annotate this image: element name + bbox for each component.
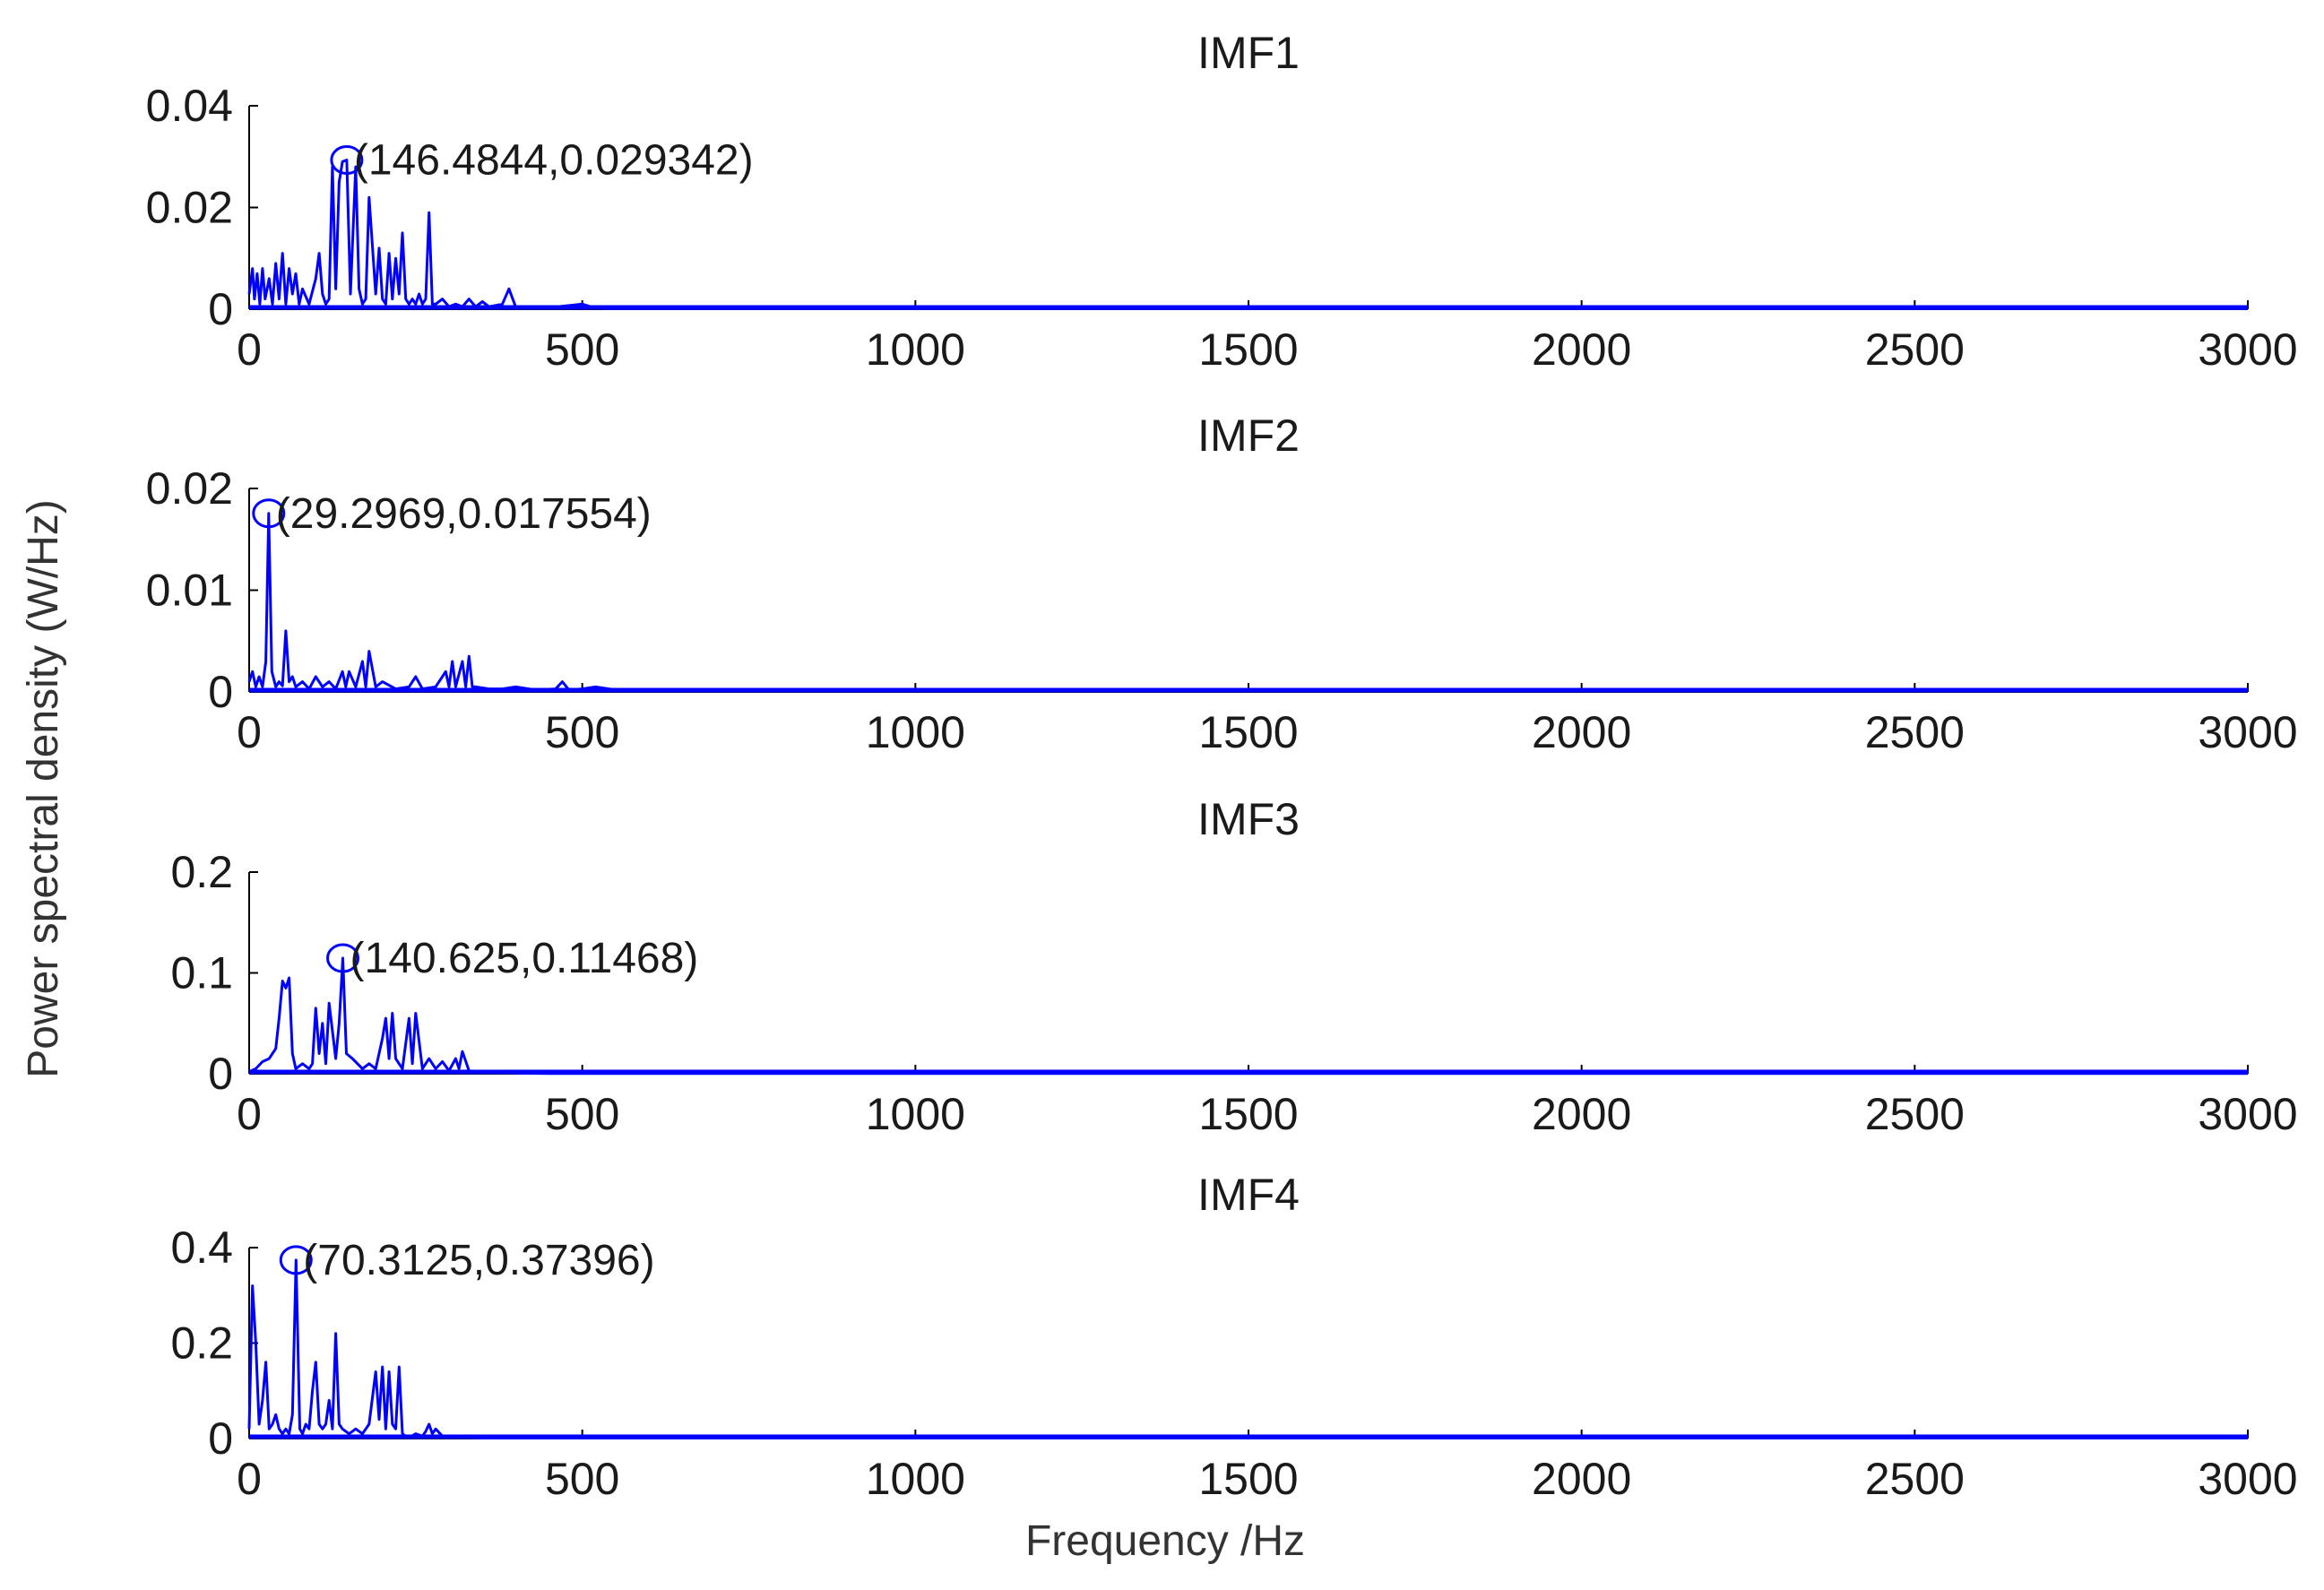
y-tick-label: 0.2: [170, 847, 233, 897]
peak-marker: [279, 1245, 313, 1275]
peak-marker: [252, 498, 286, 529]
x-tick-label: 500: [545, 1089, 619, 1139]
x-tick-label: 2000: [1532, 324, 1631, 375]
peak-marker: [326, 943, 360, 973]
y-tick-label: 0.04: [146, 81, 233, 131]
x-tick-label: 3000: [2198, 1089, 2297, 1139]
y-tick-label: 0.4: [170, 1223, 233, 1273]
x-tick-label: 2000: [1532, 1454, 1631, 1504]
x-tick-label: 1500: [1198, 324, 1298, 375]
y-tick-label: 0.02: [146, 183, 233, 233]
x-tick-label: 1000: [866, 707, 965, 757]
y-tick-label: 0.02: [146, 463, 233, 514]
x-tick-label: 500: [545, 707, 619, 757]
x-tick-label: 1500: [1198, 1089, 1298, 1139]
x-tick-label: 500: [545, 1454, 619, 1504]
x-tick-label: 2000: [1532, 1089, 1631, 1139]
x-tick-label: 2500: [1865, 707, 1965, 757]
x-tick-label: 2000: [1532, 707, 1631, 757]
x-tick-label: 2500: [1865, 1089, 1965, 1139]
y-tick-label: 0.2: [170, 1318, 233, 1369]
x-tick-label: 3000: [2198, 707, 2297, 757]
y-tick-label: 0: [208, 1049, 233, 1099]
y-tick-label: 0: [208, 667, 233, 717]
x-tick-label: 2500: [1865, 324, 1965, 375]
panel-imf4: IMF4 0 500 1000 1500 2000 2500 3000 0 0.2 0.4 (70.3…: [170, 1170, 2297, 1504]
series-line: [247, 512, 2248, 693]
x-tick-label: 3000: [2198, 324, 2297, 375]
peak-annotation: (146.4844,0.029342): [354, 136, 754, 184]
x-tick-label: 0: [237, 1454, 262, 1504]
panel-title: IMF4: [1197, 1170, 1300, 1220]
x-tick-label: 500: [545, 324, 619, 375]
x-tick-label: 3000: [2198, 1454, 2297, 1504]
peak-marker: [330, 144, 364, 175]
panel-title: IMF1: [1197, 28, 1300, 78]
panel-imf1: IMF1 0 500 1000 1500 2000 2500 3000 0 0.02 0.04 (14…: [146, 28, 2298, 375]
x-tick-label: 0: [237, 324, 262, 375]
x-tick-label: 1500: [1198, 707, 1298, 757]
y-tick-label: 0.1: [170, 948, 233, 998]
peak-annotation: (140.625,0.11468): [350, 935, 699, 982]
peak-annotation: (29.2969,0.017554): [276, 490, 652, 538]
x-tick-label: 2500: [1865, 1454, 1965, 1504]
x-tick-label: 0: [237, 1089, 262, 1139]
x-tick-label: 1000: [866, 1454, 965, 1504]
panel-imf2: IMF2 0 500 1000 1500 2000 2500 3000 0 0.01 0.02 (29…: [146, 410, 2298, 757]
panel-imf3: IMF3 0 500 1000 1500 2000 2500 3000 0 0.1 0.2 (140.…: [170, 794, 2297, 1139]
panel-title: IMF2: [1197, 410, 1300, 461]
y-tick-label: 0: [208, 1413, 233, 1464]
y-tick-label: 0: [208, 284, 233, 334]
x-tick-label: 0: [237, 707, 262, 757]
panel-title: IMF3: [1197, 794, 1300, 844]
x-tick-label: 1000: [866, 1089, 965, 1139]
y-tick-label: 0.01: [146, 566, 233, 616]
peak-annotation: (70.3125,0.37396): [303, 1237, 654, 1284]
series-line: [247, 1258, 2248, 1439]
x-tick-label: 1000: [866, 324, 965, 375]
y-axis-label: Power spectral density (W/Hz): [20, 499, 67, 1078]
x-tick-label: 1500: [1198, 1454, 1298, 1504]
panels-group: IMF1 0 500 1000 1500 2000 2500 3000 0 0.02 0.04 (14…: [146, 28, 2298, 1504]
x-axis-label: Frequency /Hz: [1025, 1517, 1305, 1565]
series-line: [248, 956, 2248, 1076]
series-line: [247, 159, 2248, 310]
